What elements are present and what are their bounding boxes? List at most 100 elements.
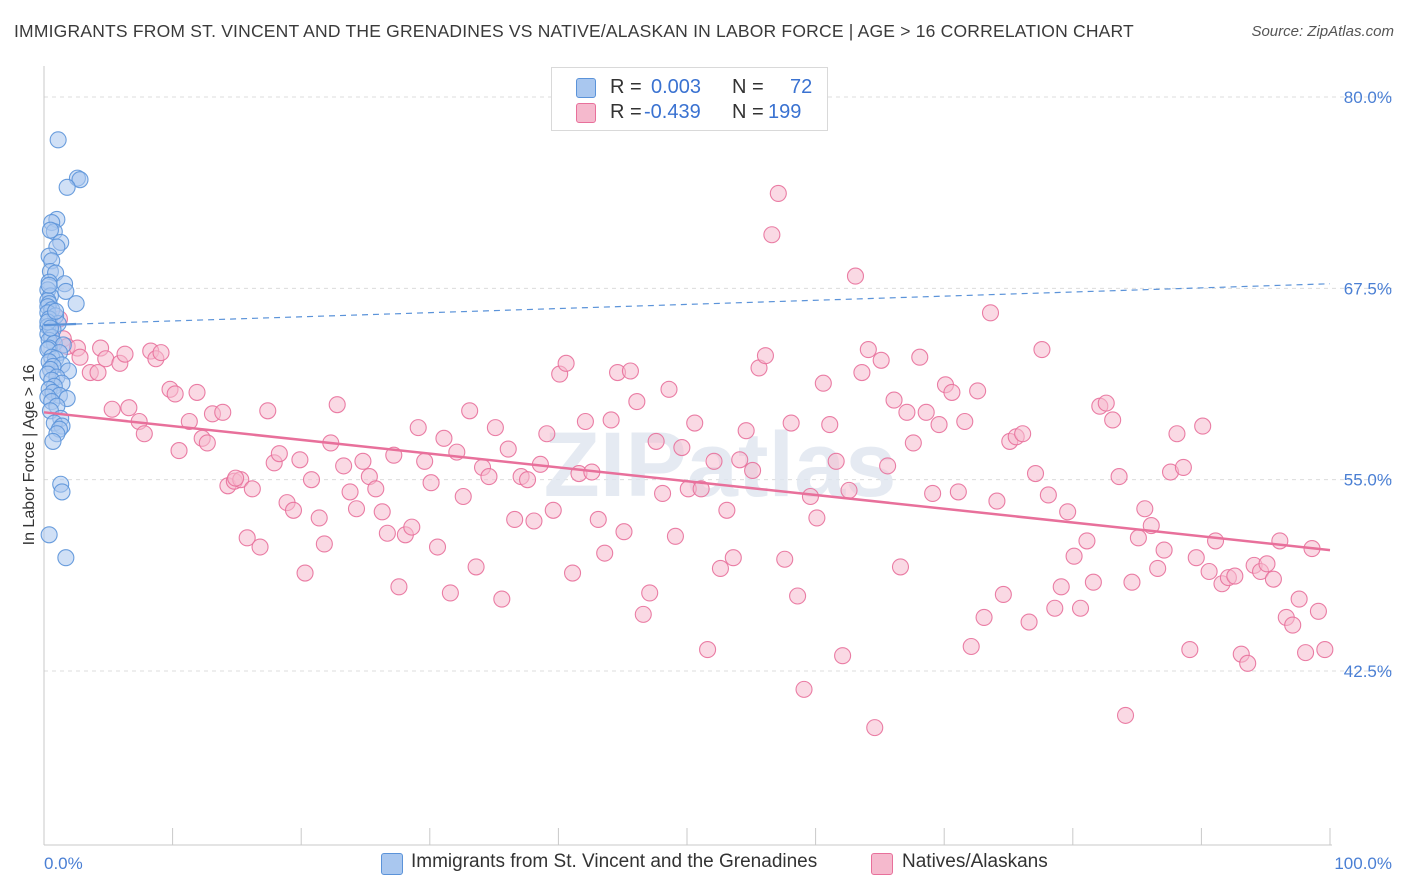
data-point xyxy=(1316,641,1334,659)
data-point xyxy=(518,471,537,489)
data-point xyxy=(866,719,884,737)
source-credit: Source: ZipAtlas.com xyxy=(1251,23,1394,40)
data-point xyxy=(1059,503,1077,521)
legend-label-pink: Natives/Alaskans xyxy=(902,851,1048,872)
data-point xyxy=(238,529,256,547)
legend-row-blue: R = 0.003 N = 72 xyxy=(552,76,827,102)
data-point xyxy=(699,641,717,659)
data-point xyxy=(808,509,826,527)
r-label: R = xyxy=(610,76,642,98)
data-point xyxy=(834,647,852,665)
x-tick-label-0: 0.0% xyxy=(44,854,83,873)
data-point xyxy=(227,469,245,487)
data-point xyxy=(1290,590,1308,608)
legend-swatch-pink xyxy=(871,853,893,875)
data-point xyxy=(557,354,575,372)
data-point xyxy=(89,363,107,382)
data-point xyxy=(621,362,639,380)
data-point xyxy=(859,341,877,359)
data-point xyxy=(544,501,562,519)
data-point xyxy=(97,350,115,368)
data-point xyxy=(589,510,607,529)
data-point xyxy=(493,590,511,608)
data-point xyxy=(486,419,504,437)
data-point xyxy=(270,445,288,463)
data-point xyxy=(49,131,67,149)
data-point xyxy=(846,267,865,285)
data-point xyxy=(1258,555,1276,573)
data-point xyxy=(763,226,781,244)
trend-line-blue-solid xyxy=(43,322,77,327)
r-value: -0.439 xyxy=(644,101,701,123)
data-point xyxy=(506,510,524,529)
y-tick-labels: 42.5% 55.0% 67.5% 80.0% xyxy=(1344,88,1392,681)
trend-line-pink xyxy=(43,411,1331,552)
data-point xyxy=(943,383,961,401)
r-label: R = xyxy=(610,101,642,123)
n-label: N = xyxy=(732,101,764,123)
pink-swatch xyxy=(576,103,596,123)
data-point xyxy=(328,396,346,414)
data-point xyxy=(711,559,729,577)
data-point xyxy=(1020,613,1038,631)
trend-lines xyxy=(43,283,1331,552)
data-point xyxy=(1110,468,1128,486)
data-point xyxy=(409,419,427,437)
trend-line-blue-dashed xyxy=(76,283,1331,325)
data-point xyxy=(737,422,755,440)
data-point xyxy=(152,344,170,362)
data-point xyxy=(724,549,742,567)
data-point xyxy=(538,425,556,443)
data-point xyxy=(310,509,328,527)
data-point xyxy=(962,637,980,656)
data-point xyxy=(956,412,974,431)
blue-swatch xyxy=(576,78,596,98)
data-point xyxy=(1026,464,1045,483)
data-point xyxy=(302,471,321,489)
legend-swatch-blue xyxy=(381,853,403,875)
data-point xyxy=(872,351,890,369)
data-point xyxy=(930,416,948,434)
data-point xyxy=(673,438,691,457)
data-point xyxy=(1065,547,1083,565)
data-point xyxy=(57,549,75,567)
data-point xyxy=(1181,641,1199,659)
data-point xyxy=(1046,599,1064,617)
data-point xyxy=(40,526,58,544)
data-point xyxy=(981,304,1000,322)
data-point xyxy=(924,484,942,502)
data-point xyxy=(917,403,935,421)
y-tick-label: 42.5% xyxy=(1344,662,1392,681)
data-point xyxy=(480,468,498,486)
data-point xyxy=(525,512,543,530)
data-point xyxy=(1168,425,1186,443)
data-point xyxy=(1014,425,1032,443)
data-point xyxy=(291,451,309,469)
data-point xyxy=(296,564,314,582)
data-point xyxy=(879,457,897,475)
data-point xyxy=(1309,602,1327,620)
data-point xyxy=(975,608,993,626)
data-point xyxy=(1149,559,1167,577)
data-point xyxy=(821,416,839,434)
data-point xyxy=(1071,599,1090,617)
y-tick-label: 55.0% xyxy=(1344,471,1392,490)
data-point xyxy=(891,558,910,576)
r-value: 0.003 xyxy=(651,76,702,98)
data-point xyxy=(988,492,1006,510)
data-point xyxy=(1155,541,1173,559)
data-point xyxy=(1097,394,1115,412)
data-point xyxy=(378,524,396,542)
data-point xyxy=(116,345,134,363)
data-point xyxy=(647,432,665,450)
data-point xyxy=(994,585,1012,604)
data-point xyxy=(654,484,672,502)
data-point xyxy=(731,451,749,469)
data-point xyxy=(782,414,800,432)
data-point xyxy=(188,383,206,401)
data-point xyxy=(789,587,807,605)
data-point xyxy=(718,501,736,519)
data-point xyxy=(461,402,479,420)
data-point xyxy=(1116,706,1135,724)
